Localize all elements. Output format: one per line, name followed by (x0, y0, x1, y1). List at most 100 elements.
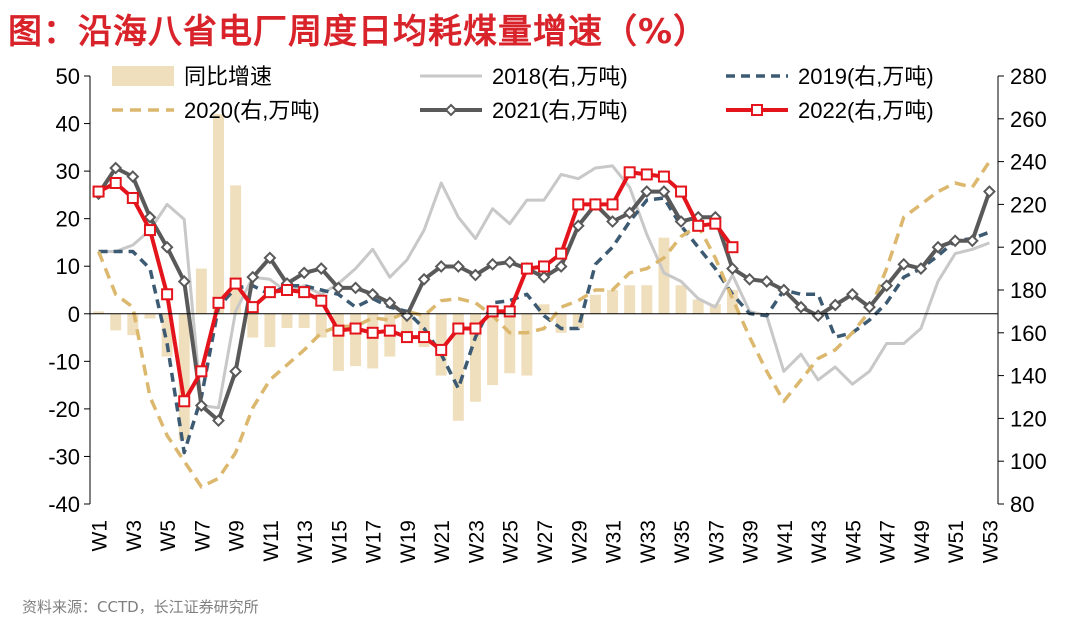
bar-W31 (607, 290, 619, 314)
marker-3-W46 (863, 300, 876, 314)
x-tick-label: W31 (603, 520, 626, 563)
marker-4-W22 (452, 322, 465, 335)
x-tick-label: W17 (363, 520, 386, 563)
left-tick-label: 10 (56, 254, 80, 279)
marker-4-W37 (709, 217, 722, 230)
x-tick-label: W29 (568, 520, 591, 563)
x-tick-label: W11 (260, 520, 283, 562)
left-tick-label: -20 (48, 397, 80, 422)
bar-W17 (367, 313, 379, 369)
marker-4-W23 (469, 322, 482, 335)
x-tick-label: W39 (740, 520, 763, 563)
marker-4-W12 (281, 284, 294, 296)
line-series (92, 160, 996, 489)
marker-4-W31 (606, 198, 619, 211)
bar-W27 (538, 304, 550, 314)
left-tick-label: -40 (48, 492, 80, 517)
left-tick-label: 40 (56, 112, 80, 137)
marker-3-W49 (914, 262, 928, 276)
marker-3-W20 (417, 272, 431, 286)
legend-item-0: 同比增速 (112, 64, 272, 89)
bar-W11 (264, 313, 276, 348)
x-tick-label: W25 (500, 520, 523, 563)
bar-W25 (504, 313, 516, 374)
bar-W32 (624, 285, 636, 314)
right-tick-label: 80 (1010, 492, 1034, 517)
right-tick-label: 220 (1010, 192, 1047, 217)
left-tick-label: -10 (48, 349, 80, 374)
marker-3-W15 (332, 281, 345, 295)
right-tick-label: 100 (1010, 449, 1047, 474)
marker-4-W36 (692, 219, 705, 232)
legend-marker (751, 104, 763, 116)
legend-swatch (112, 66, 174, 86)
marker-4-W29 (572, 198, 585, 211)
marker-3-W53 (983, 185, 996, 198)
right-tick-label: 200 (1010, 235, 1047, 260)
x-tick-label: W41 (774, 520, 797, 563)
marker-3-W45 (845, 287, 859, 301)
marker-4-W24 (486, 305, 499, 318)
bar-W6 (178, 313, 190, 440)
marker-4-W15 (332, 324, 345, 337)
x-tick-label: W13 (294, 520, 317, 563)
bar-W19 (401, 313, 413, 343)
left-tick-label: 30 (56, 159, 80, 184)
marker-3-W23 (469, 268, 482, 282)
bar-W35 (675, 285, 687, 314)
marker-4-W13 (298, 286, 311, 299)
marker-3-W41 (777, 283, 791, 297)
marker-4-W18 (383, 324, 396, 337)
marker-4-W25 (503, 305, 516, 318)
marker-3-W6 (177, 275, 191, 288)
marker-3-W44 (828, 298, 842, 312)
bar-W26 (521, 313, 533, 376)
bar-W34 (658, 237, 670, 314)
marker-3-W40 (760, 275, 774, 288)
bar-W10 (247, 313, 259, 338)
bar-W8 (213, 114, 224, 314)
bar-W23 (469, 313, 481, 402)
marker-4-W16 (349, 322, 362, 335)
marker-4-W32 (623, 166, 636, 179)
marker-3-W50 (931, 240, 945, 254)
bar-W16 (350, 313, 362, 367)
x-tick-label: W33 (637, 520, 660, 563)
bar-W29 (572, 313, 584, 329)
x-tick-label: W49 (911, 520, 934, 563)
chart-title: 图：沿海八省电厂周度日均耗煤量增速（%） (8, 12, 709, 52)
marker-3-W10 (246, 270, 260, 284)
x-tick-label: W5 (157, 520, 180, 552)
legend-label: 2018(右,万吨) (492, 64, 628, 89)
legend-item-4: 2021(右,万吨) (420, 98, 628, 123)
marker-3-W17 (366, 287, 380, 301)
marker-4-W34 (657, 170, 670, 183)
bar-W2 (110, 313, 122, 331)
marker-3-W14 (314, 262, 328, 276)
legend-label: 2022(右,万吨) (798, 98, 934, 123)
x-tick-label: W43 (808, 520, 831, 563)
marker-3-W38 (726, 262, 739, 276)
marker-4-W7 (195, 365, 208, 378)
marker-4-W28 (555, 247, 568, 260)
right-tick-label: 140 (1010, 364, 1047, 389)
x-tick-label: W1 (89, 520, 112, 552)
left-tick-label: 20 (56, 207, 80, 232)
marker-3-W3 (126, 170, 140, 183)
legend-label: 2020(右,万吨) (184, 98, 320, 123)
marker-4-W8 (212, 296, 225, 309)
legend-item-1: 2018(右,万吨) (420, 64, 628, 89)
bar-W15 (332, 313, 344, 371)
marker-4-W3 (126, 191, 139, 204)
x-tick-label: W21 (431, 520, 454, 563)
marker-3-W24 (486, 257, 500, 271)
marker-3-W5 (160, 240, 174, 254)
series-line-1 (98, 196, 991, 455)
marker-4-W20 (418, 331, 431, 344)
marker-4-W10 (246, 301, 259, 314)
x-tick-label: W19 (397, 520, 420, 563)
x-tick-label: W3 (123, 520, 146, 552)
marker-4-W27 (538, 260, 550, 273)
marker-4-W9 (229, 277, 242, 290)
